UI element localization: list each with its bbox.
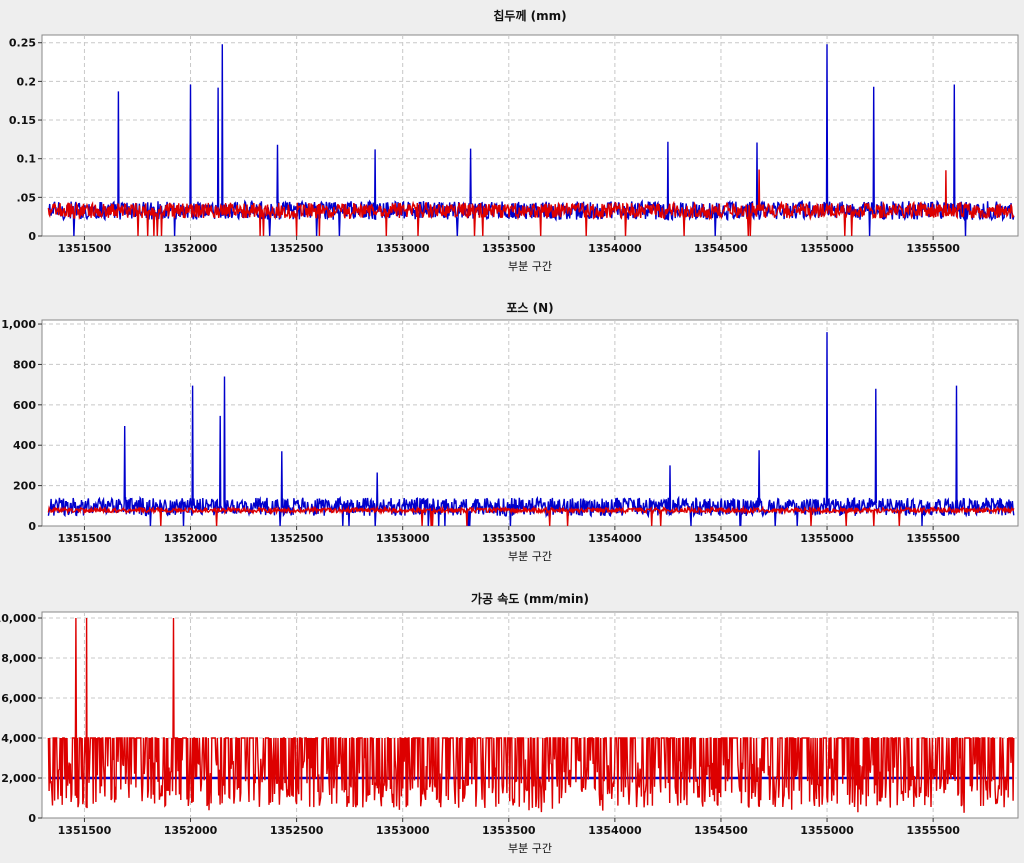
x-tick-label: 1351500 — [58, 532, 112, 545]
x-tick-label: 1353500 — [482, 242, 536, 255]
plot-title: 포스 (N) — [506, 301, 553, 315]
series-line-2 — [47, 169, 1015, 236]
series-line-2 — [47, 505, 1015, 526]
x-tick-label: 1352000 — [164, 824, 218, 837]
x-tick-label: 1352000 — [164, 242, 218, 255]
series-line-2 — [47, 617, 1015, 813]
x-tick-label: 1354000 — [588, 824, 642, 837]
y-tick-label: 0 — [28, 812, 36, 825]
x-tick-label: 1354000 — [588, 532, 642, 545]
y-tick-label: 8,000 — [1, 652, 36, 665]
y-tick-label: 0 — [28, 230, 36, 243]
x-tick-label: 1354500 — [694, 532, 748, 545]
y-tick-label: 0.15 — [9, 114, 36, 127]
y-tick-label: 400 — [13, 439, 36, 452]
x-tick-label: 1352500 — [270, 242, 324, 255]
x-tick-label: 1355500 — [906, 242, 960, 255]
x-tick-label: 1353000 — [376, 532, 430, 545]
y-tick-label: 1,000 — [1, 318, 36, 331]
x-tick-label: 1355500 — [906, 824, 960, 837]
x-tick-label: 1352500 — [270, 532, 324, 545]
plot-area — [41, 319, 1019, 527]
y-tick-label: 0.25 — [9, 37, 36, 50]
y-tick-label: 0 — [28, 520, 36, 533]
y-tick-label: 600 — [13, 399, 36, 412]
x-tick-label: 1353000 — [376, 242, 430, 255]
x-tick-label: 1353500 — [482, 824, 536, 837]
y-tick-label: 4,000 — [1, 732, 36, 745]
y-tick-label: .05 — [17, 191, 37, 204]
y-tick-label: 10,000 — [0, 612, 36, 625]
y-tick-label: 0.2 — [17, 75, 37, 88]
x-tick-label: 1352500 — [270, 824, 324, 837]
y-tick-label: 0.1 — [17, 153, 37, 166]
x-axis-label: 부분 구간 — [508, 842, 552, 855]
plot-3: 가공 속도 (mm/min) 1351500 1352000 1352500 13530… — [0, 591, 1019, 855]
x-tick-label: 1354500 — [694, 242, 748, 255]
x-tick-label: 1353500 — [482, 532, 536, 545]
x-tick-label: 1353000 — [376, 824, 430, 837]
plot-1: 칩두께 (mm) 1351500 1352000 1352500 1353000 1353… — [9, 8, 1019, 273]
x-tick-label: 1355000 — [800, 242, 854, 255]
y-tick-label: 200 — [13, 480, 36, 493]
plot-title: 가공 속도 (mm/min) — [471, 591, 589, 606]
x-axis-label: 부분 구간 — [508, 260, 552, 273]
x-axis-label: 부분 구간 — [508, 550, 552, 563]
x-tick-label: 1352000 — [164, 532, 218, 545]
x-tick-label: 1355500 — [906, 532, 960, 545]
x-tick-label: 1355000 — [800, 532, 854, 545]
plot-title: 칩두께 (mm) — [493, 8, 566, 23]
series-line-1 — [47, 332, 1015, 526]
x-tick-label: 1354500 — [694, 824, 748, 837]
x-tick-label: 1355000 — [800, 824, 854, 837]
plot-2: 포스 (N) 1351500 1352000 1352500 1353000 135350… — [1, 301, 1019, 563]
x-tick-label: 1354000 — [588, 242, 642, 255]
x-tick-label: 1351500 — [58, 242, 112, 255]
x-tick-label: 1351500 — [58, 824, 112, 837]
plot-area — [41, 34, 1019, 237]
y-tick-label: 800 — [13, 358, 36, 371]
y-tick-label: 6,000 — [1, 692, 36, 705]
y-tick-label: 2,000 — [1, 772, 36, 785]
